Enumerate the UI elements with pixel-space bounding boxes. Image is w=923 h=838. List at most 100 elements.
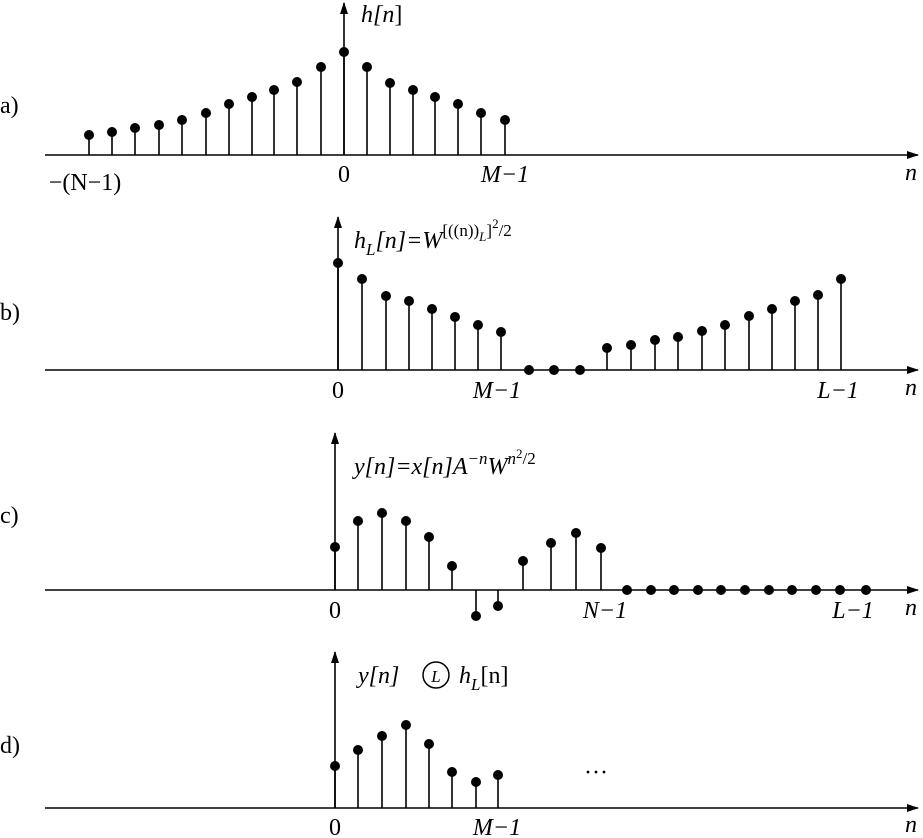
stem-dot [377, 508, 387, 518]
stem-dot [518, 556, 528, 566]
stem-dot [247, 92, 257, 102]
stem-dot [835, 585, 845, 595]
stem-dot [377, 731, 387, 741]
panel-title: y[n] [356, 663, 399, 689]
tick-label: −(N−1) [49, 170, 121, 196]
tick-label: L−1 [816, 378, 859, 404]
stem-dot [330, 542, 340, 552]
stem-dot [646, 585, 656, 595]
stem-dot [471, 777, 481, 787]
stem-dot [476, 108, 486, 118]
panel-title: hL[n]=W[((n))L]2/2 [354, 216, 512, 259]
stem-dot [650, 335, 660, 345]
panel-title: L [430, 667, 440, 686]
tick-label: 0 [338, 162, 350, 188]
stem-dot [697, 326, 707, 336]
stem-dot [224, 99, 234, 109]
stem-dot [493, 770, 503, 780]
panel-title: hL[n] [459, 663, 508, 694]
stem-dot [381, 291, 391, 301]
tick-label: M−1 [472, 378, 521, 404]
stem-dot [471, 611, 481, 621]
stem-dot [787, 585, 797, 595]
stem-dot [84, 130, 94, 140]
axis-label: n [905, 595, 917, 621]
tick-label: M−1 [480, 162, 529, 188]
stem-dot [546, 538, 556, 548]
stem-dot [622, 585, 632, 595]
ellipsis: ··· [584, 760, 608, 786]
stem-dot [357, 274, 367, 284]
stem-dot [836, 274, 846, 284]
stem-dot [430, 92, 440, 102]
stem-dot [339, 47, 349, 57]
stem-dot [450, 312, 460, 322]
stem-dot [408, 85, 418, 95]
stem-dot [353, 745, 363, 755]
stem-dot [401, 516, 411, 526]
tick-label: L−1 [831, 598, 874, 624]
tick-label: N−1 [582, 598, 627, 624]
stem-dot [744, 311, 754, 321]
stem-dot [447, 767, 457, 777]
panel-label: d) [0, 733, 20, 759]
tick-label: 0 [329, 598, 341, 624]
stem-dot [524, 365, 534, 375]
stem-dot [669, 585, 679, 595]
stem-dot [292, 77, 302, 87]
panel-label: a) [0, 93, 19, 119]
stem-dot [493, 601, 503, 611]
stem-dot [427, 304, 437, 314]
stem-dot [401, 720, 411, 730]
stem-dot [201, 108, 211, 118]
stem-dot [269, 85, 279, 95]
stem-dot [596, 543, 606, 553]
stem-dot [813, 290, 823, 300]
stem-dot [130, 123, 140, 133]
stem-dot [424, 739, 434, 749]
stem-dot [571, 528, 581, 538]
panel-title: h[n] [361, 2, 402, 28]
stem-dot [500, 115, 510, 125]
stem-dot [861, 585, 871, 595]
stem-dot [693, 585, 703, 595]
stem-dot [496, 327, 506, 337]
stem-dot [720, 320, 730, 330]
axis-label: n [905, 375, 917, 401]
stem-dot [404, 296, 414, 306]
tick-label: 0 [329, 815, 341, 838]
stem-dot [740, 585, 750, 595]
stems [84, 47, 871, 808]
stem-dot [447, 561, 457, 571]
stem-dot [767, 304, 777, 314]
stem-dot [316, 62, 326, 72]
axis-label: n [905, 160, 917, 186]
stem-dot [333, 258, 343, 268]
stem-dot [353, 516, 363, 526]
stem-dot [362, 62, 372, 72]
stem-dot [424, 532, 434, 542]
panel-label: c) [0, 503, 19, 529]
circular-conv-symbol [422, 661, 450, 689]
stem-dot [385, 78, 395, 88]
axis-label: n [905, 812, 917, 838]
stem-dot [626, 340, 636, 350]
stem-dot [330, 761, 340, 771]
stem-dot [154, 120, 164, 130]
stem-dot [177, 115, 187, 125]
stem-dot [453, 99, 463, 109]
stem-dot [473, 320, 483, 330]
stem-dot [602, 343, 612, 353]
tick-label: 0 [332, 378, 344, 404]
stem-dot [575, 365, 585, 375]
stem-dot [764, 585, 774, 595]
stem-dot [716, 585, 726, 595]
stem-dot [673, 332, 683, 342]
tick-label: M−1 [472, 815, 521, 838]
stem-dot [811, 585, 821, 595]
panel-title: y[n]=x[n]A−nWn2/2 [352, 446, 536, 480]
stem-dot [107, 127, 117, 137]
panel-label: b) [0, 300, 20, 326]
stem-dot [549, 365, 559, 375]
